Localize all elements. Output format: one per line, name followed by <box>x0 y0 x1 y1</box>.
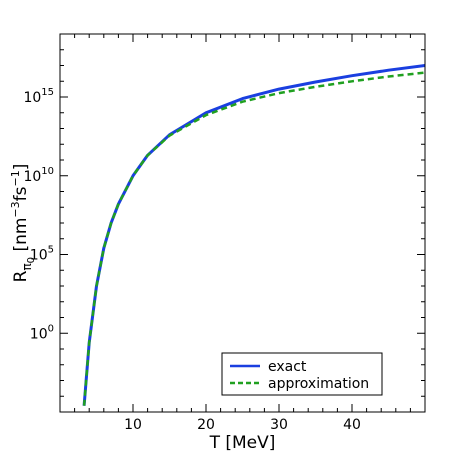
legend-label-approximation: approximation <box>268 376 369 392</box>
series-layer <box>82 64 425 406</box>
x-tick-label: 20 <box>197 417 215 433</box>
y-label-sub: π <box>20 263 34 270</box>
series-line-exact <box>82 64 425 406</box>
y-label-unit-mid: fs <box>11 186 31 201</box>
axes: 10 20 30 40 100 105 1010 1015 <box>23 34 425 433</box>
y-tick-label: 1015 <box>23 87 54 106</box>
y-label-unit-open: [nm <box>11 218 31 257</box>
y-label-unit-close: ] <box>11 164 31 171</box>
plot-frame <box>59 33 426 413</box>
legend-label-exact: exact <box>268 359 307 375</box>
y-axis-label: Rπ0 [nm−3fs−1] <box>9 164 37 283</box>
x-axis-label: T [MeV] <box>209 433 276 453</box>
y-tick-label: 100 <box>30 323 54 342</box>
y-label-exp2: −1 <box>9 170 22 186</box>
x-tick-label: 10 <box>124 417 142 433</box>
x-tick-label: 30 <box>270 417 288 433</box>
y-label-main: R <box>11 270 31 282</box>
y-tick-label: 1010 <box>23 166 54 185</box>
x-tick-label: 40 <box>343 417 361 433</box>
series-line-approximation <box>82 71 425 406</box>
legend-box <box>221 352 383 396</box>
y-label-exp1: −3 <box>9 201 22 217</box>
y-label-subsub: 0 <box>26 257 37 263</box>
y-tick-label: 105 <box>30 245 54 264</box>
